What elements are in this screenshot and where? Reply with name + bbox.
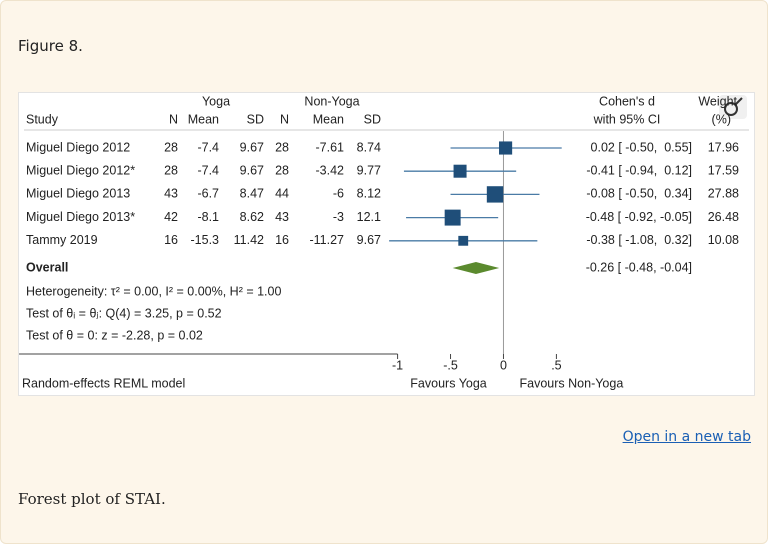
study-name: Miguel Diego 2013* [26, 210, 135, 224]
x-tick-label: 0 [500, 358, 507, 372]
column-header: N [280, 112, 289, 126]
figure-label: Figure 8. [18, 37, 83, 55]
zoom-icon [719, 95, 747, 119]
caption: Forest plot of STAI. [18, 490, 166, 508]
group-header: Yoga [202, 94, 230, 108]
stat-text: Heterogeneity: τ² = 0.00, I² = 0.00%, H²… [26, 284, 281, 298]
x-annotation: Favours Non-Yoga [520, 376, 624, 390]
table-cell: 28 [275, 140, 289, 154]
weight-label: 17.96 [708, 140, 739, 154]
effect-label: -0.08 [ -0.50, 0.34] [586, 187, 692, 201]
table-cell: 44 [275, 187, 289, 201]
table-cell: -3 [333, 210, 344, 224]
overall-diamond [452, 262, 500, 274]
effect-marker [486, 186, 504, 203]
x-annotation: Favours Yoga [410, 376, 486, 390]
table-cell: 42 [164, 210, 178, 224]
weight-header: (%) [712, 112, 731, 126]
table-cell: -8.1 [197, 210, 219, 224]
table-cell: 8.12 [357, 187, 381, 201]
table-cell: 9.77 [357, 163, 381, 177]
table-cell: 28 [164, 140, 178, 154]
effect-header: Cohen's d [599, 94, 655, 108]
group-header: Non-Yoga [304, 94, 359, 108]
column-header: SD [247, 112, 264, 126]
table-cell: 28 [164, 163, 178, 177]
table-cell: 12.1 [357, 210, 381, 224]
table-cell: -6.7 [197, 187, 219, 201]
table-cell: -7.61 [316, 140, 345, 154]
effect-marker [499, 141, 513, 155]
column-header: Mean [313, 112, 344, 126]
column-header: Study [26, 112, 59, 126]
effect-label: -0.41 [ -0.94, 0.12] [586, 163, 692, 177]
effect-marker [444, 209, 461, 226]
effect-label: 0.02 [ -0.50, 0.55] [591, 140, 692, 154]
weight-label: 17.59 [708, 163, 739, 177]
weight-header: Weight [698, 94, 737, 108]
weight-label: 26.48 [708, 210, 739, 224]
effect-marker [453, 164, 467, 178]
effect-label: -0.48 [ -0.92, -0.05] [586, 210, 692, 224]
table-cell: 9.67 [357, 233, 381, 247]
table-cell: 8.62 [240, 210, 264, 224]
study-name: Miguel Diego 2012* [26, 163, 135, 177]
table-cell: 11.42 [234, 233, 264, 247]
effect-label: -0.38 [ -1.08, 0.32] [586, 233, 692, 247]
footer: Random-effects REML model [22, 376, 185, 390]
overall-label: Overall [26, 260, 68, 274]
table-cell: 43 [164, 187, 178, 201]
column-header: N [169, 112, 178, 126]
table-cell: -11.27 [309, 233, 344, 247]
overall-effect-label: -0.26 [ -0.48, -0.04] [586, 260, 692, 274]
x-tick-label: -.5 [443, 358, 458, 372]
table-cell: -7.4 [197, 163, 219, 177]
open-new-tab-link[interactable]: Open in a new tab [622, 429, 751, 445]
x-tick-label: -1 [392, 358, 403, 372]
weight-label: 10.08 [708, 233, 739, 247]
stat-text: Test of θᵢ = θⱼ: Q(4) = 3.25, p = 0.52 [26, 306, 222, 320]
study-name: Miguel Diego 2013 [26, 187, 130, 201]
effect-marker [458, 235, 469, 246]
table-cell: 16 [275, 233, 289, 247]
column-header: SD [364, 112, 381, 126]
table-cell: 28 [275, 163, 289, 177]
table-cell: 43 [275, 210, 289, 224]
table-cell: 9.67 [240, 140, 264, 154]
table-cell: -6 [333, 187, 344, 201]
study-name: Tammy 2019 [26, 233, 98, 247]
column-header: Mean [188, 112, 219, 126]
table-cell: 16 [164, 233, 178, 247]
effect-header: with 95% CI [593, 112, 661, 126]
table-cell: 8.74 [357, 140, 381, 154]
weight-label: 27.88 [708, 187, 739, 201]
table-cell: 8.47 [240, 187, 264, 201]
stat-text: Test of θ = 0: z = -2.28, p = 0.02 [26, 328, 203, 342]
forest-plot: Yoga Non-Yoga Study N Mean SD N Mean SD Cohen's d… [18, 92, 755, 396]
study-name: Miguel Diego 2012 [26, 140, 130, 154]
table-cell: -7.4 [197, 140, 219, 154]
table-cell: 9.67 [240, 163, 264, 177]
table-cell: -3.42 [316, 163, 345, 177]
x-tick-label: .5 [551, 358, 561, 372]
table-cell: -15.3 [191, 233, 220, 247]
